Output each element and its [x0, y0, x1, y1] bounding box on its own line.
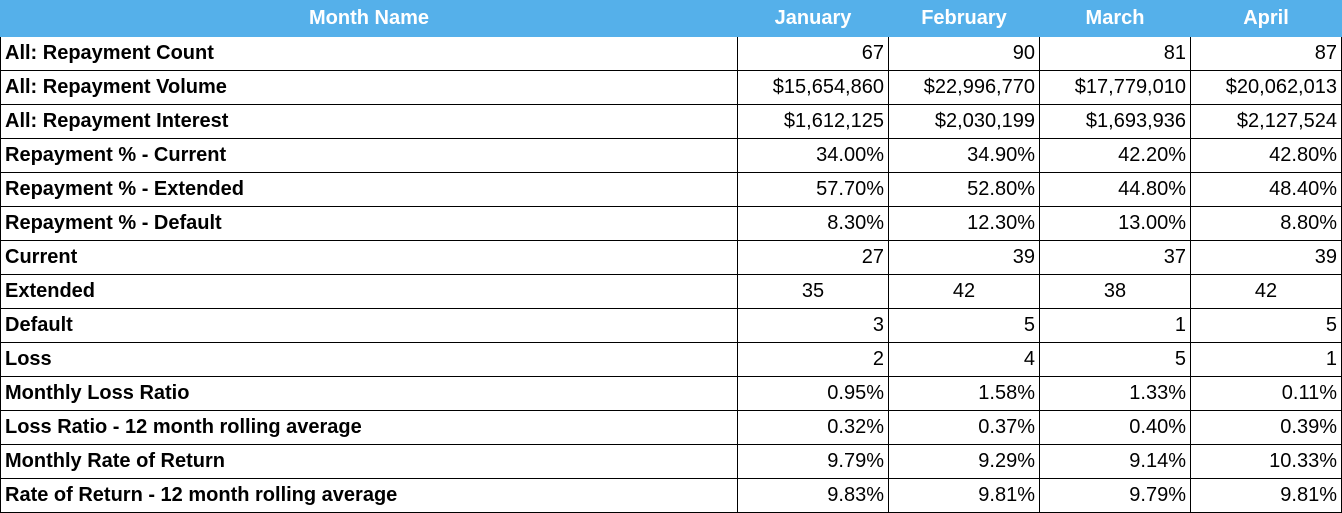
value-cell: 13.00%	[1039, 206, 1191, 241]
table-row: Repayment % - Default 8.30% 12.30% 13.00% 8.…	[0, 206, 1342, 241]
value-cell: 8.30%	[737, 206, 889, 241]
table-row: All: Repayment Interest $1,612,125 $2,030,…	[0, 104, 1342, 139]
value-cell: 0.11%	[1190, 376, 1342, 411]
row-label: Current	[0, 240, 738, 275]
table-row: Loss 2 4 5 1	[0, 342, 1342, 377]
value-cell: 9.14%	[1039, 444, 1191, 479]
value-cell: 42	[888, 274, 1040, 309]
value-cell: 52.80%	[888, 172, 1040, 207]
value-cell: $20,062,013	[1190, 70, 1342, 105]
header-cell: February	[888, 0, 1040, 37]
value-cell: 9.83%	[737, 478, 889, 513]
row-label: All: Repayment Interest	[0, 104, 738, 139]
value-cell: 27	[737, 240, 889, 275]
row-label: Repayment % - Extended	[0, 172, 738, 207]
value-cell: 9.29%	[888, 444, 1040, 479]
value-cell: $1,612,125	[737, 104, 889, 139]
value-cell: 42.80%	[1190, 138, 1342, 173]
row-label: Repayment % - Current	[0, 138, 738, 173]
value-cell: $15,654,860	[737, 70, 889, 105]
value-cell: 67	[737, 36, 889, 71]
row-label: Extended	[0, 274, 738, 309]
row-label: Default	[0, 308, 738, 343]
header-cell: March	[1039, 0, 1191, 37]
value-cell: 2	[737, 342, 889, 377]
table-row: Default 3 5 1 5	[0, 308, 1342, 343]
value-cell: 87	[1190, 36, 1342, 71]
value-cell: 1.58%	[888, 376, 1040, 411]
value-cell: 81	[1039, 36, 1191, 71]
value-cell: 9.79%	[737, 444, 889, 479]
value-cell: 34.00%	[737, 138, 889, 173]
header-cell: April	[1190, 0, 1342, 37]
header-row: Month Name January February March April	[0, 0, 1342, 37]
value-cell: 37	[1039, 240, 1191, 275]
value-cell: 0.37%	[888, 410, 1040, 445]
value-cell: 39	[1190, 240, 1342, 275]
header-cell: January	[737, 0, 889, 37]
value-cell: 12.30%	[888, 206, 1040, 241]
table-row: Repayment % - Extended 57.70% 52.80% 44.80%…	[0, 172, 1342, 207]
value-cell: 5	[1190, 308, 1342, 343]
value-cell: 5	[1039, 342, 1191, 377]
row-label: Rate of Return - 12 month rolling averag…	[0, 478, 738, 513]
value-cell: 0.95%	[737, 376, 889, 411]
table-row: Loss Ratio - 12 month rolling average 0.3…	[0, 410, 1342, 445]
row-label: Repayment % - Default	[0, 206, 738, 241]
value-cell: 0.32%	[737, 410, 889, 445]
value-cell: $22,996,770	[888, 70, 1040, 105]
row-label: Monthly Rate of Return	[0, 444, 738, 479]
table-row: Repayment % - Current 34.00% 34.90% 42.20% 4…	[0, 138, 1342, 173]
table-row: Rate of Return - 12 month rolling averag…	[0, 478, 1342, 513]
row-label: Loss	[0, 342, 738, 377]
table-row: Current 27 39 37 39	[0, 240, 1342, 275]
row-label: Loss Ratio - 12 month rolling average	[0, 410, 738, 445]
value-cell: 57.70%	[737, 172, 889, 207]
value-cell: 44.80%	[1039, 172, 1191, 207]
value-cell: 8.80%	[1190, 206, 1342, 241]
value-cell: 42.20%	[1039, 138, 1191, 173]
value-cell: 42	[1190, 274, 1342, 309]
value-cell: 9.79%	[1039, 478, 1191, 513]
value-cell: 39	[888, 240, 1040, 275]
value-cell: $2,127,524	[1190, 104, 1342, 139]
value-cell: 10.33%	[1190, 444, 1342, 479]
value-cell: 1.33%	[1039, 376, 1191, 411]
header-cell: Month Name	[0, 0, 738, 37]
value-cell: 5	[888, 308, 1040, 343]
table-row: Monthly Loss Ratio 0.95% 1.58% 1.33% 0.11%	[0, 376, 1342, 411]
value-cell: 34.90%	[888, 138, 1040, 173]
value-cell: 4	[888, 342, 1040, 377]
row-label: All: Repayment Volume	[0, 70, 738, 105]
value-cell: 1	[1039, 308, 1191, 343]
table-row: Extended 35 42 38 42	[0, 274, 1342, 309]
value-cell: $2,030,199	[888, 104, 1040, 139]
table-row: Monthly Rate of Return 9.79% 9.29% 9.14% 10.…	[0, 444, 1342, 479]
value-cell: 35	[737, 274, 889, 309]
value-cell: $1,693,936	[1039, 104, 1191, 139]
value-cell: $17,779,010	[1039, 70, 1191, 105]
table-row: All: Repayment Count 67 90 81 87	[0, 36, 1342, 71]
row-label: All: Repayment Count	[0, 36, 738, 71]
value-cell: 0.39%	[1190, 410, 1342, 445]
value-cell: 9.81%	[1190, 478, 1342, 513]
value-cell: 48.40%	[1190, 172, 1342, 207]
value-cell: 9.81%	[888, 478, 1040, 513]
value-cell: 1	[1190, 342, 1342, 377]
row-label: Monthly Loss Ratio	[0, 376, 738, 411]
value-cell: 90	[888, 36, 1040, 71]
value-cell: 38	[1039, 274, 1191, 309]
value-cell: 3	[737, 308, 889, 343]
value-cell: 0.40%	[1039, 410, 1191, 445]
table-row: All: Repayment Volume $15,654,860 $22,996,…	[0, 70, 1342, 105]
